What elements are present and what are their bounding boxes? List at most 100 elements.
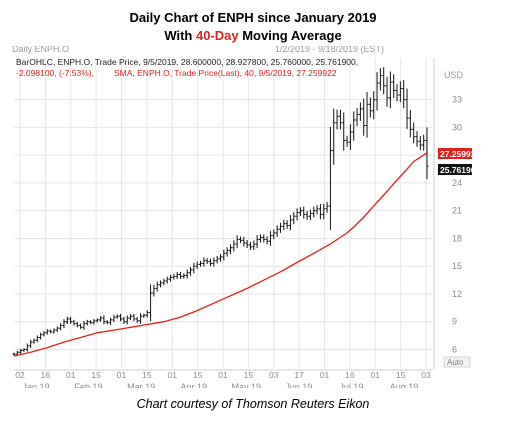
ohlc-bar — [82, 321, 86, 330]
ohlc-bar — [292, 212, 296, 225]
ohlc-bar — [272, 229, 276, 240]
ohlc-bar — [382, 67, 386, 95]
ohlc-bar — [242, 236, 246, 247]
x-day-tick: 15 — [396, 370, 406, 380]
ohlc-bar — [228, 244, 232, 254]
subtitle-highlight: 40-Day — [195, 28, 239, 43]
ohlc-bar — [219, 254, 223, 262]
ohlc-bar — [415, 131, 419, 147]
ohlc-bar — [52, 328, 56, 334]
ohlc-bar — [12, 352, 16, 356]
ohlc-bar — [169, 274, 173, 282]
ohlc-bar — [145, 310, 149, 318]
ohlc-bar — [35, 335, 39, 343]
x-day-tick: 03 — [269, 370, 279, 380]
ohlc-bar — [372, 91, 376, 120]
ohlc-bar — [275, 225, 279, 237]
ohlc-bar — [365, 92, 369, 138]
subtitle-prefix: With — [164, 28, 196, 43]
ohlc-bar — [402, 79, 406, 109]
ohlc-bar — [335, 109, 339, 130]
legend-sma: SMA, ENPH.O, Trade Price(Last), 40, 9/5/… — [114, 68, 337, 78]
ohlc-bar — [89, 320, 93, 325]
ohlc-bar — [355, 108, 359, 127]
ohlc-bar — [205, 258, 209, 265]
ohlc-bar — [255, 235, 259, 249]
ohlc-bar — [412, 122, 416, 144]
ohlc-bar — [418, 136, 422, 151]
ohlc-bar — [122, 316, 126, 324]
x-month-label: Jul 19 — [339, 382, 363, 388]
ohlc-bar — [332, 108, 336, 165]
ohlc-bar — [29, 339, 33, 349]
ohlc-bar — [212, 257, 216, 267]
ohlc-bar — [368, 97, 372, 118]
ohlc-bar — [352, 111, 356, 141]
y-tick-label: 9 — [452, 317, 457, 327]
ohlc-bar — [119, 313, 123, 322]
ohlc-bar — [19, 348, 23, 354]
ohlc-bar — [42, 331, 46, 337]
date-range-label: 1/2/2019 - 9/18/2019 (EST) — [275, 46, 384, 54]
ohlc-bar — [132, 313, 136, 322]
ohlc-bar — [135, 317, 139, 323]
ohlc-bar — [325, 202, 329, 213]
grid — [14, 58, 432, 368]
ohlc-bar — [25, 343, 29, 352]
ohlc-bar — [222, 249, 226, 261]
sma-last-tag: 27.259922 — [438, 148, 480, 159]
ohlc-bar — [189, 266, 193, 276]
chart-title: Daily Chart of ENPH since January 2019 — [129, 10, 377, 25]
ohlc-bar — [92, 318, 96, 325]
ohlc-bar — [305, 210, 309, 220]
ohlc-bar — [312, 206, 316, 218]
ohlc-bar — [175, 271, 179, 280]
ohlc-bar — [99, 316, 103, 322]
ohlc-bar — [105, 320, 109, 325]
x-day-tick: 01 — [117, 370, 127, 380]
ohlc-bar — [348, 124, 352, 150]
ohlc-bar — [282, 219, 286, 231]
ohlc-bar — [155, 281, 159, 292]
x-day-tick: 15 — [91, 370, 101, 380]
chart-area[interactable]: Daily ENPH.O 1/2/2019 - 9/18/2019 (EST) … — [12, 44, 480, 392]
ohlc-bar — [75, 321, 79, 328]
ohlc-bar — [199, 260, 203, 267]
x-day-tick: 01 — [168, 370, 178, 380]
ohlc-bar — [302, 206, 306, 219]
auto-scale-button[interactable]: Auto — [443, 356, 471, 368]
ohlc-bar — [69, 316, 73, 324]
ohlc-bar — [49, 329, 53, 334]
ohlc-bar — [85, 319, 89, 326]
ohlc-bar — [139, 313, 143, 324]
legend-change: -2.098100, (-7.53%), — [16, 68, 94, 78]
ohlc-bar — [268, 231, 272, 246]
ohlc-bar — [195, 261, 199, 269]
ohlc-bar — [115, 314, 119, 319]
instrument-label: Daily ENPH.O — [12, 46, 69, 54]
ohlc-bar — [129, 314, 133, 321]
ohlc-bar — [65, 316, 69, 325]
ohlc-bar — [345, 135, 349, 147]
x-month-label: Aug 19 — [390, 382, 419, 388]
ohlc-bar — [342, 112, 346, 151]
ohlc-bar — [45, 329, 49, 335]
ohlc-bar — [265, 236, 269, 245]
ohlc-bar — [72, 319, 76, 326]
ohlc-bar — [378, 67, 382, 91]
ohlc-bar — [125, 315, 129, 325]
price-chart[interactable]: Daily ENPH.O 1/2/2019 - 9/18/2019 (EST) … — [12, 44, 480, 392]
ohlc-bar — [408, 110, 412, 138]
y-tick-label: 24 — [452, 178, 462, 188]
ohlc-bar — [165, 276, 169, 284]
y-tick-label: 6 — [452, 344, 457, 354]
sma-last-value: 27.259922 — [440, 149, 472, 159]
x-day-tick: 16 — [41, 370, 51, 380]
price-last-value: 25.761900 — [440, 165, 472, 175]
y-tick-label: 15 — [452, 261, 462, 271]
ohlc-bar — [395, 84, 399, 102]
x-month-label: Feb 19 — [75, 382, 103, 388]
legend-line-1: BarOHLC, ENPH.O, Trade Price, 9/5/2019, … — [16, 57, 358, 67]
ohlc-bar — [385, 76, 389, 107]
ohlc-bar — [262, 234, 266, 243]
